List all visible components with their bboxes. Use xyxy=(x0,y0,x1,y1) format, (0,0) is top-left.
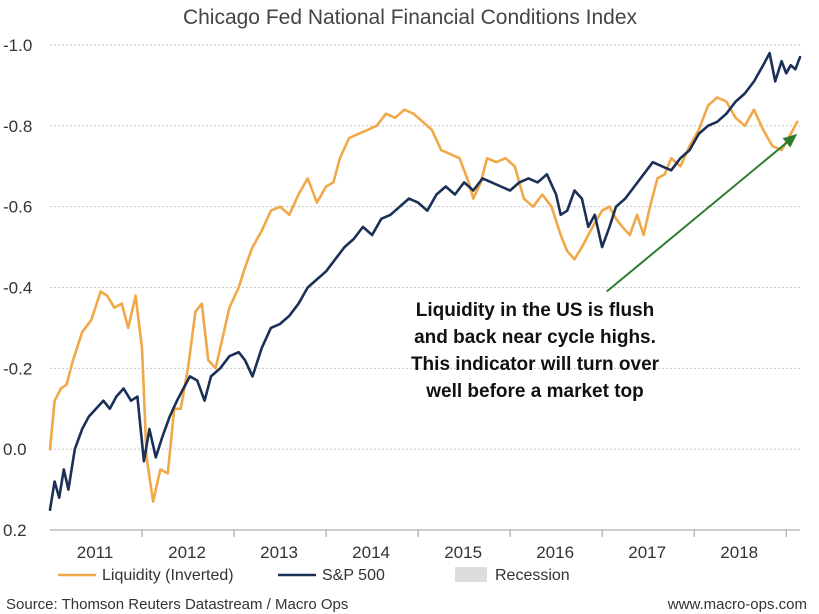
x-tick-label: 2016 xyxy=(536,543,574,562)
y-tick-label: -0.4 xyxy=(3,279,32,298)
x-tick-label: 2015 xyxy=(444,543,482,562)
annotation-arrow-shaft xyxy=(606,142,788,293)
annotation-line: This indicator will turn over xyxy=(411,354,660,375)
website-link[interactable]: www.macro-ops.com xyxy=(667,596,807,613)
y-axis-ticks: -1.0 -0.8 -0.6 -0.4 -0.2 0.0 0.2 xyxy=(3,36,32,540)
annotation-arrow-head xyxy=(782,133,798,148)
annotation-line: and back near cycle highs. xyxy=(414,327,656,348)
x-tick-label: 2011 xyxy=(77,543,114,562)
y-tick-label: 0.0 xyxy=(3,440,27,459)
legend: Liquidity (Inverted) S&P 500 Recession xyxy=(58,567,570,584)
y-tick-label: -0.6 xyxy=(3,198,32,217)
legend-label: Recession xyxy=(495,567,570,584)
y-tick-label: 0.2 xyxy=(3,521,27,540)
legend-item: S&P 500 xyxy=(278,567,385,584)
y-tick-label: -0.8 xyxy=(3,117,32,136)
sp500-series-line xyxy=(48,51,802,512)
legend-label: S&P 500 xyxy=(322,567,385,584)
x-tick-label: 2012 xyxy=(168,543,206,562)
x-axis-ticks: 2011 2012 2013 2014 2015 2016 2017 2018 xyxy=(77,530,787,562)
chart: Chicago Fed National Financial Condition… xyxy=(3,6,802,584)
y-tick-label: -1.0 xyxy=(3,36,32,55)
gridlines xyxy=(50,44,800,531)
legend-swatch xyxy=(455,567,487,582)
x-tick-label: 2017 xyxy=(628,543,666,562)
liquidity-series-line xyxy=(48,96,799,504)
series-lines xyxy=(48,51,802,512)
legend-item: Liquidity (Inverted) xyxy=(58,567,234,584)
y-tick-label: -0.2 xyxy=(3,359,32,378)
annotation: Liquidity in the US is flush and back nea… xyxy=(411,133,798,402)
chart-title: Chicago Fed National Financial Condition… xyxy=(183,6,638,29)
annotation-line: well before a market top xyxy=(425,381,644,402)
annotation-line: Liquidity in the US is flush xyxy=(416,300,655,321)
legend-item: Recession xyxy=(455,567,570,584)
x-tick-label: 2014 xyxy=(352,543,390,562)
x-tick-label: 2013 xyxy=(260,543,298,562)
source-note: Source: Thomson Reuters Datastream / Mac… xyxy=(6,596,349,613)
x-tick-label: 2018 xyxy=(720,543,758,562)
legend-label: Liquidity (Inverted) xyxy=(102,567,234,584)
